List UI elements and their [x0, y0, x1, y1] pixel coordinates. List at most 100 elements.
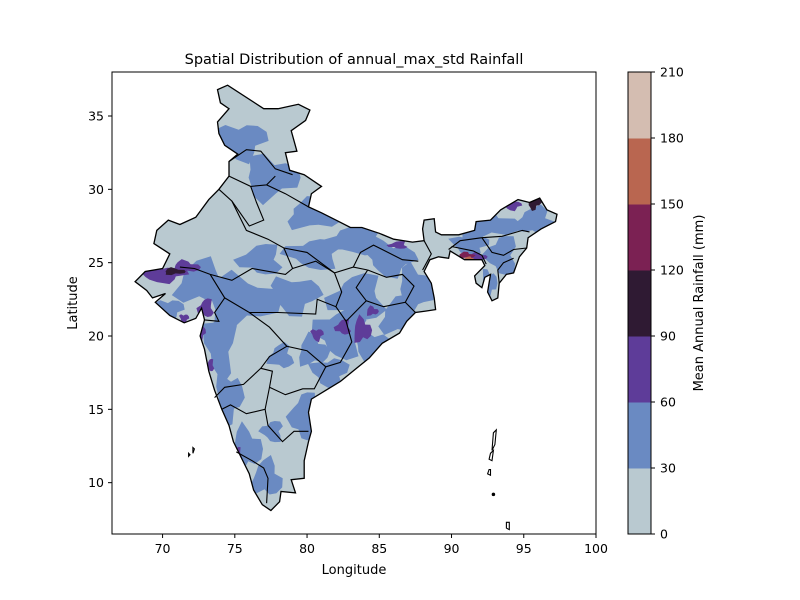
island-outline: [488, 448, 495, 462]
zone-30-60: [213, 125, 269, 165]
zone-30-60: [285, 392, 318, 441]
colorbar: 0 30 60 90 120 150 180 210 Mean Annual Rainfall…: [627, 65, 707, 542]
state-boundary-line: [448, 229, 530, 250]
state-boundary-line: [228, 175, 276, 187]
zone-30-60: [481, 236, 516, 275]
y-tick-label: 35: [88, 109, 104, 124]
zone-30-60: [356, 330, 393, 366]
state-boundary-line: [325, 306, 353, 368]
colorbar-block: [628, 138, 651, 205]
zone-30-60: [266, 341, 295, 369]
island-outline: [505, 521, 510, 531]
colorbar-tick-label: 60: [660, 395, 676, 410]
islands: [188, 428, 510, 531]
state-boundary-line: [179, 188, 294, 281]
zone-30-60: [248, 455, 283, 495]
state-boundary-line: [422, 240, 432, 271]
x-tick-label: 85: [371, 541, 387, 556]
state-boundary-line: [283, 247, 368, 274]
x-tick-label: 100: [584, 541, 608, 556]
y-tick-label: 25: [88, 255, 104, 270]
zone-60-90: [386, 241, 408, 249]
colorbar-block: [628, 72, 651, 139]
state-boundaries: [179, 149, 530, 504]
state-boundary-line: [231, 186, 265, 227]
state-boundary-line: [451, 245, 487, 265]
zone-30-60: [153, 300, 185, 324]
state-boundary-line: [497, 257, 514, 284]
plot-frame: [111, 71, 597, 535]
state-boundary-line: [404, 301, 416, 313]
colorbar-block: [628, 336, 651, 403]
zone-30-60: [233, 244, 283, 275]
chart-title: Spatial Distribution of annual_max_std R…: [185, 52, 524, 68]
colorbar-tick-label: 120: [660, 263, 684, 278]
zone-30-60: [311, 309, 367, 361]
state-boundary-line: [481, 237, 527, 256]
colorbar-tick-label: 150: [660, 197, 684, 212]
state-boundary-line: [345, 300, 367, 322]
y-tick-label: 30: [88, 182, 104, 197]
zone-60-90: [310, 329, 324, 343]
colorbar-frame: [627, 71, 652, 535]
zone-30-60: [202, 310, 237, 383]
india-outline: [134, 84, 558, 512]
zone-30-60: [270, 276, 324, 317]
plot-area: 70 75 80 85 90 95 100 10 15 20 25 30 35: [88, 71, 608, 556]
state-boundary-line: [266, 184, 309, 208]
state-boundary-line: [214, 345, 288, 398]
zone-90-120: [165, 267, 186, 276]
zone-60-90: [367, 305, 379, 316]
colorbar-tick-label: 180: [660, 131, 684, 146]
x-tick-label: 70: [155, 541, 171, 556]
colorbar-tick-label: 30: [660, 461, 676, 476]
island-dot: [491, 492, 496, 497]
state-boundary-line: [224, 260, 343, 315]
x-tick-label: 80: [299, 541, 315, 556]
zone-30-60: [299, 331, 331, 367]
state-boundary-line: [204, 274, 226, 322]
x-tick-label: 95: [516, 541, 532, 556]
colorbar-tick-label: 210: [660, 65, 684, 80]
colorbar-tick-label: 0: [660, 527, 668, 542]
x-axis: 70 75 80 85 90 95 100: [155, 534, 608, 556]
y-tick-label: 10: [88, 475, 104, 490]
y-axis-label: Latitude: [66, 276, 81, 330]
x-tick-label: 75: [227, 541, 243, 556]
zone-150-180: [463, 256, 474, 260]
zone-30-60: [248, 153, 301, 206]
zone-120-150: [458, 251, 476, 259]
zone-30-60: [258, 421, 283, 443]
zone-30-60: [448, 235, 490, 259]
island-outline: [192, 446, 196, 454]
island-outline: [486, 468, 492, 477]
state-boundary-line: [236, 451, 269, 504]
zone-30-60: [287, 196, 346, 231]
zone-30-60: [364, 245, 419, 279]
zone-60-90: [179, 314, 190, 325]
island-outline: [491, 428, 497, 451]
colorbar-block: [628, 468, 651, 535]
colorbar-block: [628, 270, 651, 337]
zone-60-90: [354, 314, 373, 343]
y-tick-label: 15: [88, 402, 104, 417]
state-boundary-line: [228, 149, 293, 176]
state-boundary-line: [269, 366, 327, 396]
zone-60-90: [174, 259, 201, 274]
y-tick-label: 20: [88, 329, 104, 344]
colorbar-label: Mean Annual Rainfall (mm): [692, 215, 707, 392]
island-outline: [188, 451, 191, 458]
colorbar-block: [628, 204, 651, 271]
x-axis-label: Longitude: [322, 563, 387, 578]
zone-30-60: [279, 239, 343, 270]
zone-30-60: [171, 256, 234, 303]
zone-30-60: [400, 261, 435, 318]
x-tick-label: 90: [444, 541, 460, 556]
state-boundary-line: [352, 244, 419, 268]
colorbar-tick-label: 90: [660, 329, 676, 344]
colorbar-block: [628, 402, 651, 469]
y-axis: 10 15 20 25 30 35: [88, 109, 112, 490]
state-boundary-line: [264, 409, 309, 443]
rainfall-map: [134, 84, 558, 531]
